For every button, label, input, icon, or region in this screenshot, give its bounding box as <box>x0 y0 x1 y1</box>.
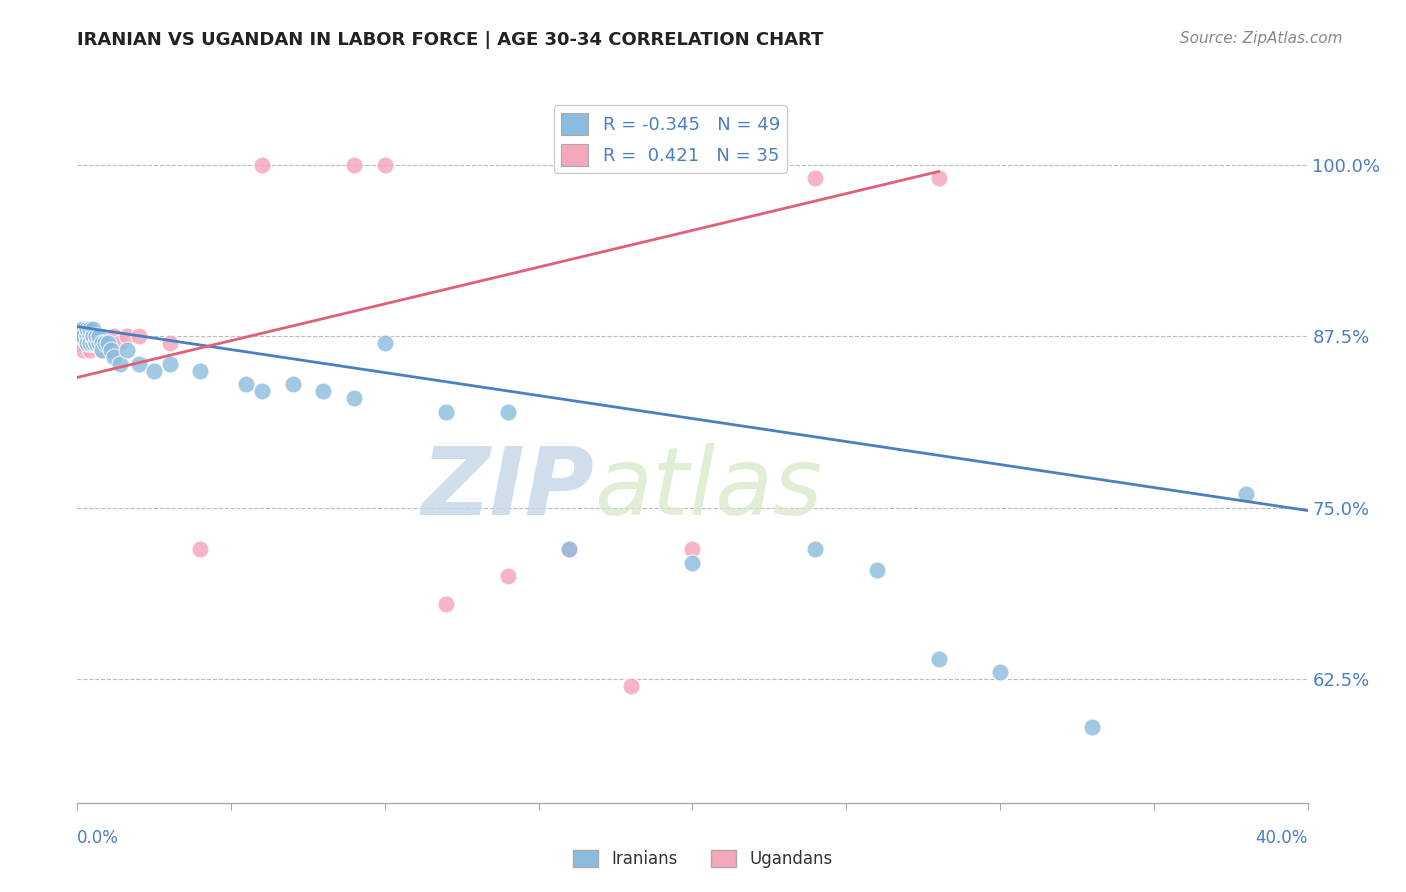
Point <box>804 541 827 556</box>
Point <box>928 171 950 186</box>
Point <box>343 158 366 172</box>
Point <box>436 405 458 419</box>
Point <box>90 336 114 351</box>
Point <box>82 329 104 343</box>
Point <box>143 363 166 377</box>
Point <box>103 329 125 343</box>
Point <box>90 343 114 357</box>
Text: IRANIAN VS UGANDAN IN LABOR FORCE | AGE 30-34 CORRELATION CHART: IRANIAN VS UGANDAN IN LABOR FORCE | AGE … <box>77 31 824 49</box>
Point <box>90 343 114 357</box>
Point <box>620 679 643 693</box>
Point <box>76 329 98 343</box>
Point <box>76 329 98 343</box>
Point <box>79 343 101 357</box>
Point <box>69 336 91 351</box>
Point <box>128 357 150 371</box>
Point <box>159 336 181 351</box>
Point <box>82 322 104 336</box>
Point <box>110 357 132 371</box>
Point <box>988 665 1011 680</box>
Point <box>82 336 104 351</box>
Point <box>84 336 107 351</box>
Point <box>76 336 98 351</box>
Point <box>496 569 519 583</box>
Point <box>804 171 827 186</box>
Point <box>94 336 117 351</box>
Point <box>76 329 98 343</box>
Point <box>82 329 104 343</box>
Point <box>72 329 94 343</box>
Point <box>250 158 273 172</box>
Point <box>866 562 889 576</box>
Point <box>69 322 91 336</box>
Point <box>250 384 273 398</box>
Point <box>374 158 396 172</box>
Point <box>79 336 101 351</box>
Point <box>97 336 120 351</box>
Point <box>235 377 257 392</box>
Legend: Iranians, Ugandans: Iranians, Ugandans <box>567 843 839 875</box>
Point <box>79 322 101 336</box>
Point <box>188 541 212 556</box>
Point <box>558 541 581 556</box>
Text: atlas: atlas <box>595 443 823 534</box>
Point <box>115 329 138 343</box>
Point <box>100 343 122 357</box>
Text: 0.0%: 0.0% <box>77 829 120 847</box>
Point <box>76 322 98 336</box>
Point <box>87 336 110 351</box>
Point <box>79 329 101 343</box>
Point <box>97 336 120 351</box>
Point <box>115 343 138 357</box>
Point <box>1081 720 1104 734</box>
Point <box>72 336 94 351</box>
Point <box>496 405 519 419</box>
Legend: R = -0.345   N = 49, R =  0.421   N = 35: R = -0.345 N = 49, R = 0.421 N = 35 <box>554 105 787 173</box>
Point <box>159 357 181 371</box>
Point <box>79 329 101 343</box>
Point <box>82 336 104 351</box>
Point <box>69 329 91 343</box>
Point <box>312 384 335 398</box>
Point <box>87 336 110 351</box>
Point <box>82 336 104 351</box>
Point <box>87 329 110 343</box>
Point <box>72 329 94 343</box>
Point <box>84 336 107 351</box>
Point <box>72 329 94 343</box>
Point <box>82 329 104 343</box>
Point <box>76 329 98 343</box>
Text: ZIP: ZIP <box>422 442 595 535</box>
Point <box>72 322 94 336</box>
Point <box>436 597 458 611</box>
Point <box>374 336 396 351</box>
Point <box>1234 487 1257 501</box>
Point <box>84 329 107 343</box>
Point <box>682 556 704 570</box>
Point <box>682 541 704 556</box>
Point <box>928 651 950 665</box>
Point <box>76 336 98 351</box>
Point <box>128 329 150 343</box>
Point <box>343 391 366 405</box>
Point <box>72 343 94 357</box>
Text: 40.0%: 40.0% <box>1256 829 1308 847</box>
Point <box>84 336 107 351</box>
Point <box>110 336 132 351</box>
Point <box>69 329 91 343</box>
Point <box>281 377 304 392</box>
Point <box>558 541 581 556</box>
Point <box>79 336 101 351</box>
Text: Source: ZipAtlas.com: Source: ZipAtlas.com <box>1180 31 1343 46</box>
Point <box>188 363 212 377</box>
Point <box>84 329 107 343</box>
Point <box>103 350 125 364</box>
